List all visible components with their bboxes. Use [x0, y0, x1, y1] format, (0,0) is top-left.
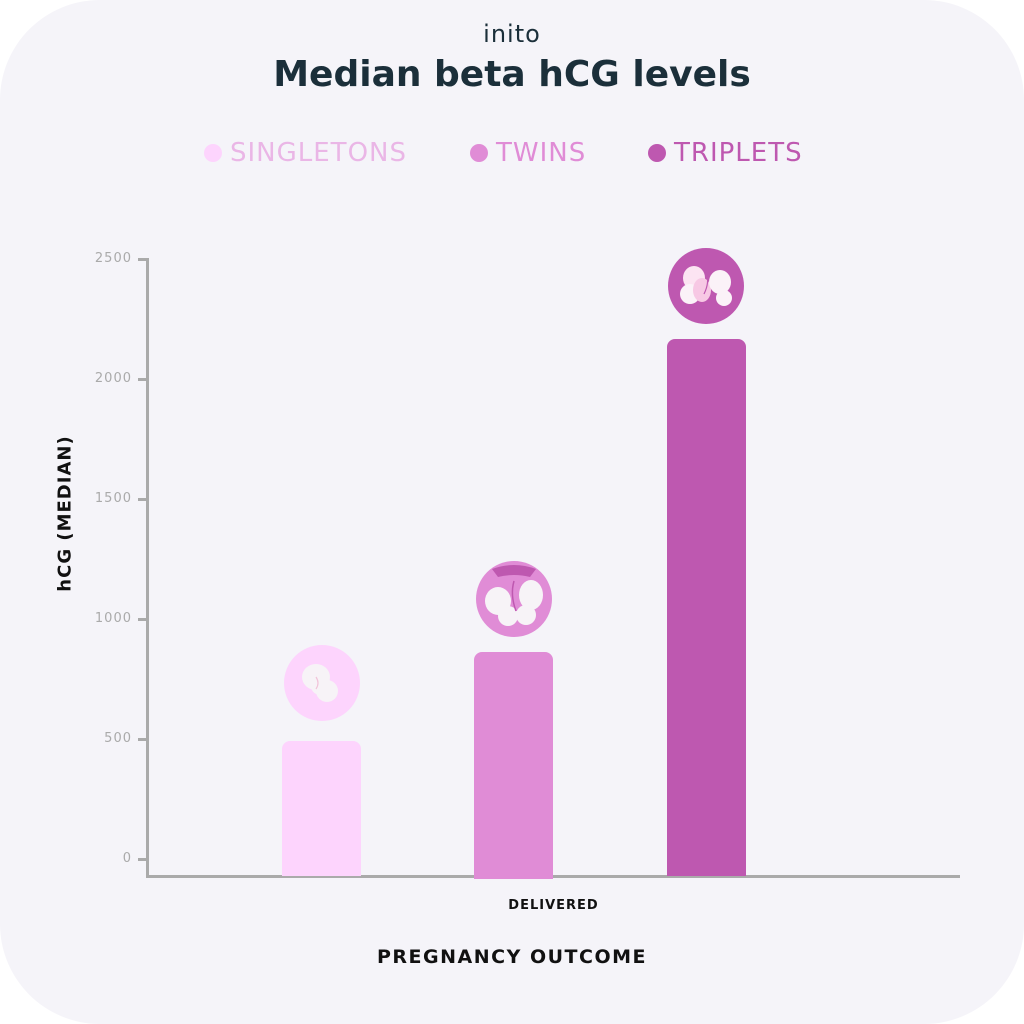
triplets-fetus-icon: [668, 248, 744, 324]
legend-label: TRIPLETS: [674, 138, 803, 168]
legend-dot-icon: [204, 144, 222, 162]
legend-label: SINGLETONS: [230, 138, 407, 168]
y-axis-title: hCG (MEDIAN): [54, 435, 76, 592]
y-tick: [138, 498, 148, 501]
bar-singletons: [282, 741, 361, 876]
x-category-label: DELIVERED: [508, 898, 599, 913]
y-tick: [138, 858, 148, 861]
legend-label: TWINS: [496, 138, 587, 168]
y-tick-label: 2000: [94, 371, 132, 386]
legend-dot-icon: [470, 144, 488, 162]
bar-triplets: [667, 339, 746, 876]
twins-fetus-icon: [476, 561, 552, 637]
y-tick-label: 0: [122, 851, 132, 866]
brand-logo: inito: [483, 20, 541, 48]
x-axis: [146, 875, 960, 878]
legend-item-twins: TWINS: [470, 138, 586, 168]
y-tick: [138, 738, 148, 741]
legend-item-triplets: TRIPLETS: [648, 138, 803, 168]
y-tick-label: 500: [104, 731, 132, 746]
chart-title: Median beta hCG levels: [273, 54, 751, 95]
legend: SINGLETONS TWINS TRIPLETS: [0, 138, 1024, 170]
x-axis-title: PREGNANCY OUTCOME: [377, 946, 647, 968]
y-axis: [146, 258, 149, 878]
y-tick: [138, 258, 148, 261]
singleton-fetus-icon: [284, 645, 360, 721]
y-tick: [138, 618, 148, 621]
bar-twins: [474, 652, 553, 879]
y-tick-label: 2500: [94, 251, 132, 266]
legend-dot-icon: [648, 144, 666, 162]
y-tick-label: 1000: [94, 611, 132, 626]
y-tick-label: 1500: [94, 491, 132, 506]
legend-item-singletons: SINGLETONS: [204, 138, 407, 168]
y-tick: [138, 378, 148, 381]
